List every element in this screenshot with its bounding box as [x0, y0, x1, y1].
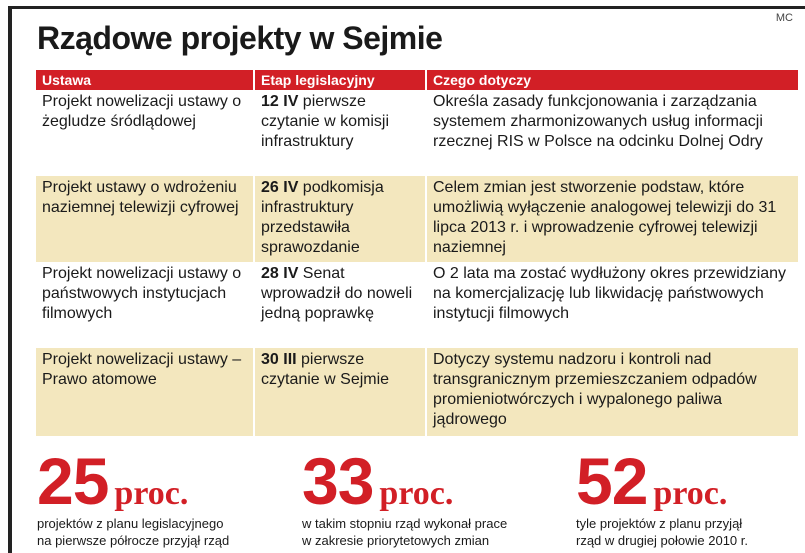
etap-text: podkomisja infrastruktury przedstawiła s… — [261, 179, 384, 256]
cell-etap: 12 IV pierwsze czytanie w komisji infras… — [254, 90, 427, 176]
table-row: Projekt nowelizacji ustawy – Prawo atomo… — [36, 348, 798, 436]
etap-date: 26 IV — [261, 179, 299, 196]
etap-text: pierwsze czytanie w komisji infrastruktu… — [261, 93, 390, 150]
header-ustawa: Ustawa — [36, 70, 255, 90]
cell-etap: 26 IV podkomisja infrastruktury przedsta… — [254, 176, 427, 262]
header-dotyczy: Czego dotyczy — [426, 70, 798, 90]
etap-text: Senat wprowadził do noweli jedną poprawk… — [261, 265, 413, 322]
cell-dotyczy: Dotyczy systemu nadzoru i kontroli nad t… — [426, 348, 798, 436]
cell-etap: 28 IV Senat wprowadził do noweli jedną p… — [254, 262, 427, 348]
stat-25: 25 proc. projektów z planu legislacyjnego… — [37, 448, 229, 548]
stat-unit: proc. — [114, 475, 189, 512]
header-etap: Etap legislacyjny — [254, 70, 427, 90]
credit-label: MC — [775, 12, 793, 24]
stat-unit: proc. — [653, 475, 728, 512]
projects-table: Ustawa Etap legislacyjny Czego dotyczy P… — [36, 70, 798, 436]
stat-33: 33 proc. w takim stopniu rząd wykonał pra… — [302, 448, 507, 548]
table-row: Projekt nowelizacji ustawy o państwowych… — [36, 262, 798, 348]
stat-value: 33 — [302, 444, 374, 518]
cell-ustawa: Projekt nowelizacji ustawy o żegludze śr… — [36, 90, 255, 176]
table-row: Projekt ustawy o wdrożeniu naziemnej tel… — [36, 176, 798, 262]
cell-ustawa: Projekt nowelizacji ustawy o państwowych… — [36, 262, 255, 348]
etap-date: 30 III — [261, 351, 297, 368]
etap-date: 28 IV — [261, 265, 299, 282]
stat-desc-line1: w takim stopniu rząd wykonał prace — [302, 516, 508, 531]
frame-left-border — [8, 6, 12, 553]
cell-etap: 30 III pierwsze czytanie w Sejmie — [254, 348, 427, 436]
etap-date: 12 IV — [261, 93, 299, 110]
stat-desc-line2: rząd w drugiej połowie 2010 r. — [576, 533, 748, 548]
stat-desc-line1: tyle projektów z planu przyjął — [576, 516, 743, 531]
cell-dotyczy: Określa zasady funkcjonowania i zarządza… — [433, 93, 763, 150]
stat-value: 52 — [576, 444, 648, 518]
table-row: Projekt nowelizacji ustawy o żegludze śr… — [36, 90, 798, 176]
stat-value: 25 — [37, 444, 109, 518]
page-title: Rządowe projekty w Sejmie — [37, 20, 443, 56]
table-header-row: Ustawa Etap legislacyjny Czego dotyczy — [36, 70, 798, 90]
stat-desc-line1: projektów z planu legislacyjnego — [37, 516, 224, 531]
etap-text: pierwsze czytanie w Sejmie — [261, 351, 390, 388]
stat-unit: proc. — [379, 475, 454, 512]
cell-dotyczy: O 2 lata ma zostać wydłużony okres przew… — [433, 265, 787, 322]
cell-dotyczy: Celem zmian jest stworzenie podstaw, któ… — [426, 176, 798, 262]
cell-ustawa: Projekt ustawy o wdrożeniu naziemnej tel… — [36, 176, 255, 262]
frame-top-border — [8, 6, 805, 9]
stat-desc-line2: na pierwsze półrocze przyjął rząd — [37, 533, 230, 548]
cell-ustawa: Projekt nowelizacji ustawy – Prawo atomo… — [36, 348, 255, 436]
stat-desc-line2: w zakresie priorytetowych zmian — [302, 533, 490, 548]
stat-52: 52 proc. tyle projektów z planu przyjął r… — [576, 448, 748, 548]
